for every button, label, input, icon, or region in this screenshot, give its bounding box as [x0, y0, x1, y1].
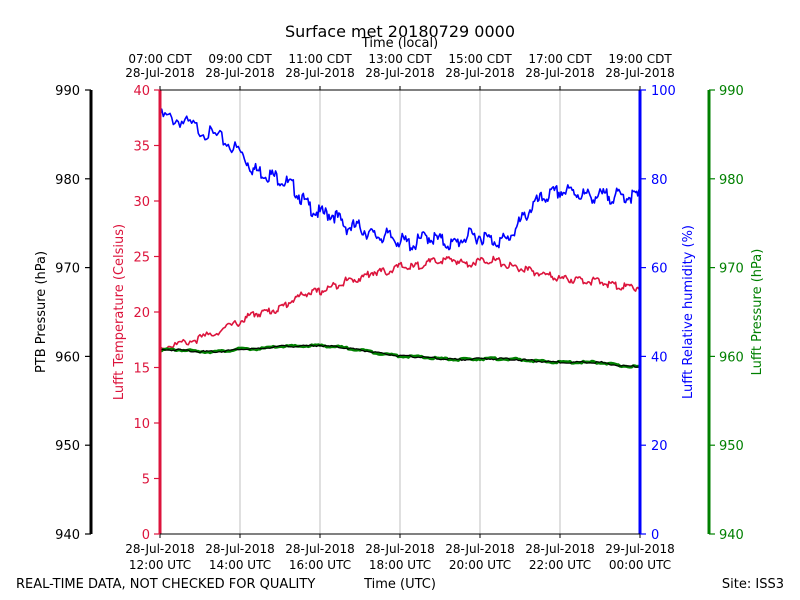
temperature-tick-label: 30 — [133, 195, 150, 210]
lufft_pressure-line — [159, 343, 641, 369]
top-tick-label: 28-Jul-2018 — [205, 66, 275, 80]
top-tick-label: 28-Jul-2018 — [285, 66, 355, 80]
ptb-pressure-tick-label: 950 — [55, 439, 80, 454]
top-tick-label: 09:00 CDT — [208, 52, 272, 66]
humidity-tick-label: 60 — [651, 262, 668, 277]
humidity-tick-label: 0 — [651, 528, 659, 543]
lufft-pressure-tick-label: 970 — [719, 262, 744, 277]
temperature-axis-title: Lufft Temperature (Celsius) — [112, 224, 127, 400]
x-tick-label: 29-Jul-2018 — [605, 542, 675, 556]
top-tick-label: 07:00 CDT — [128, 52, 192, 66]
temperature-tick-label: 0 — [142, 528, 150, 543]
x-tick-label: 28-Jul-2018 — [285, 542, 355, 556]
x-tick-label: 22:00 UTC — [529, 558, 591, 572]
top-tick-label: 28-Jul-2018 — [605, 66, 675, 80]
x-tick-label: 16:00 UTC — [289, 558, 351, 572]
lufft-pressure-axis-title: Lufft Pressure (hPa) — [750, 249, 765, 376]
ptb-pressure-tick-label: 970 — [55, 262, 80, 277]
x-tick-label: 28-Jul-2018 — [365, 542, 435, 556]
top-tick-label: 28-Jul-2018 — [365, 66, 435, 80]
lufft-pressure-tick-label: 990 — [719, 84, 744, 99]
top-axis-label: Time (local) — [361, 36, 438, 51]
top-tick-label: 17:00 CDT — [528, 52, 592, 66]
temperature-tick-label: 15 — [133, 362, 150, 377]
x-tick-label: 28-Jul-2018 — [205, 542, 275, 556]
x-tick-label: 28-Jul-2018 — [125, 542, 195, 556]
ptb-pressure-tick-label: 990 — [55, 84, 80, 99]
quality-notice: REAL-TIME DATA, NOT CHECKED FOR QUALITY — [16, 577, 315, 592]
lufft-pressure-tick-label: 940 — [719, 528, 744, 543]
bottom-axis-label: Time (UTC) — [363, 577, 436, 592]
ptb-pressure-axis-title: PTB Pressure (hPa) — [34, 251, 49, 373]
humidity-line — [159, 108, 641, 252]
temperature-tick-label: 20 — [133, 306, 150, 321]
x-tick-label: 28-Jul-2018 — [445, 542, 515, 556]
temperature-tick-label: 35 — [133, 140, 150, 155]
top-tick-label: 15:00 CDT — [448, 52, 512, 66]
temperature-tick-label: 10 — [133, 417, 150, 432]
site-label: Site: ISS3 — [722, 577, 784, 592]
humidity-axis-title: Lufft Relative humidity (%) — [681, 225, 696, 399]
x-tick-label: 20:00 UTC — [449, 558, 511, 572]
temperature-tick-label: 25 — [133, 251, 150, 266]
x-tick-label: 00:00 UTC — [609, 558, 671, 572]
ptb-pressure-tick-label: 940 — [55, 528, 80, 543]
top-tick-label: 13:00 CDT — [368, 52, 432, 66]
series-layer — [159, 108, 641, 369]
lufft-pressure-tick-label: 980 — [719, 173, 744, 188]
humidity-tick-label: 20 — [651, 439, 668, 454]
grid-lines — [239, 90, 561, 534]
top-tick-label: 28-Jul-2018 — [525, 66, 595, 80]
temperature-tick-label: 40 — [133, 84, 150, 99]
ptb_pressure-line — [159, 344, 641, 368]
top-tick-label: 28-Jul-2018 — [445, 66, 515, 80]
humidity-tick-label: 100 — [651, 84, 676, 99]
humidity-tick-label: 80 — [651, 173, 668, 188]
top-tick-label: 19:00 CDT — [608, 52, 672, 66]
x-tick-label: 28-Jul-2018 — [525, 542, 595, 556]
chart-title: Surface met 20180729 0000 — [285, 22, 515, 41]
lufft-pressure-tick-label: 960 — [719, 350, 744, 365]
ptb-pressure-tick-label: 960 — [55, 350, 80, 365]
ptb-pressure-tick-label: 980 — [55, 173, 80, 188]
humidity-tick-label: 40 — [651, 350, 668, 365]
temperature-tick-label: 5 — [142, 473, 150, 488]
temperature-line — [159, 255, 641, 350]
lufft-pressure-tick-label: 950 — [719, 439, 744, 454]
x-tick-label: 14:00 UTC — [209, 558, 271, 572]
top-tick-label: 11:00 CDT — [288, 52, 352, 66]
top-tick-label: 28-Jul-2018 — [125, 66, 195, 80]
x-tick-label: 12:00 UTC — [129, 558, 191, 572]
x-tick-label: 18:00 UTC — [369, 558, 431, 572]
